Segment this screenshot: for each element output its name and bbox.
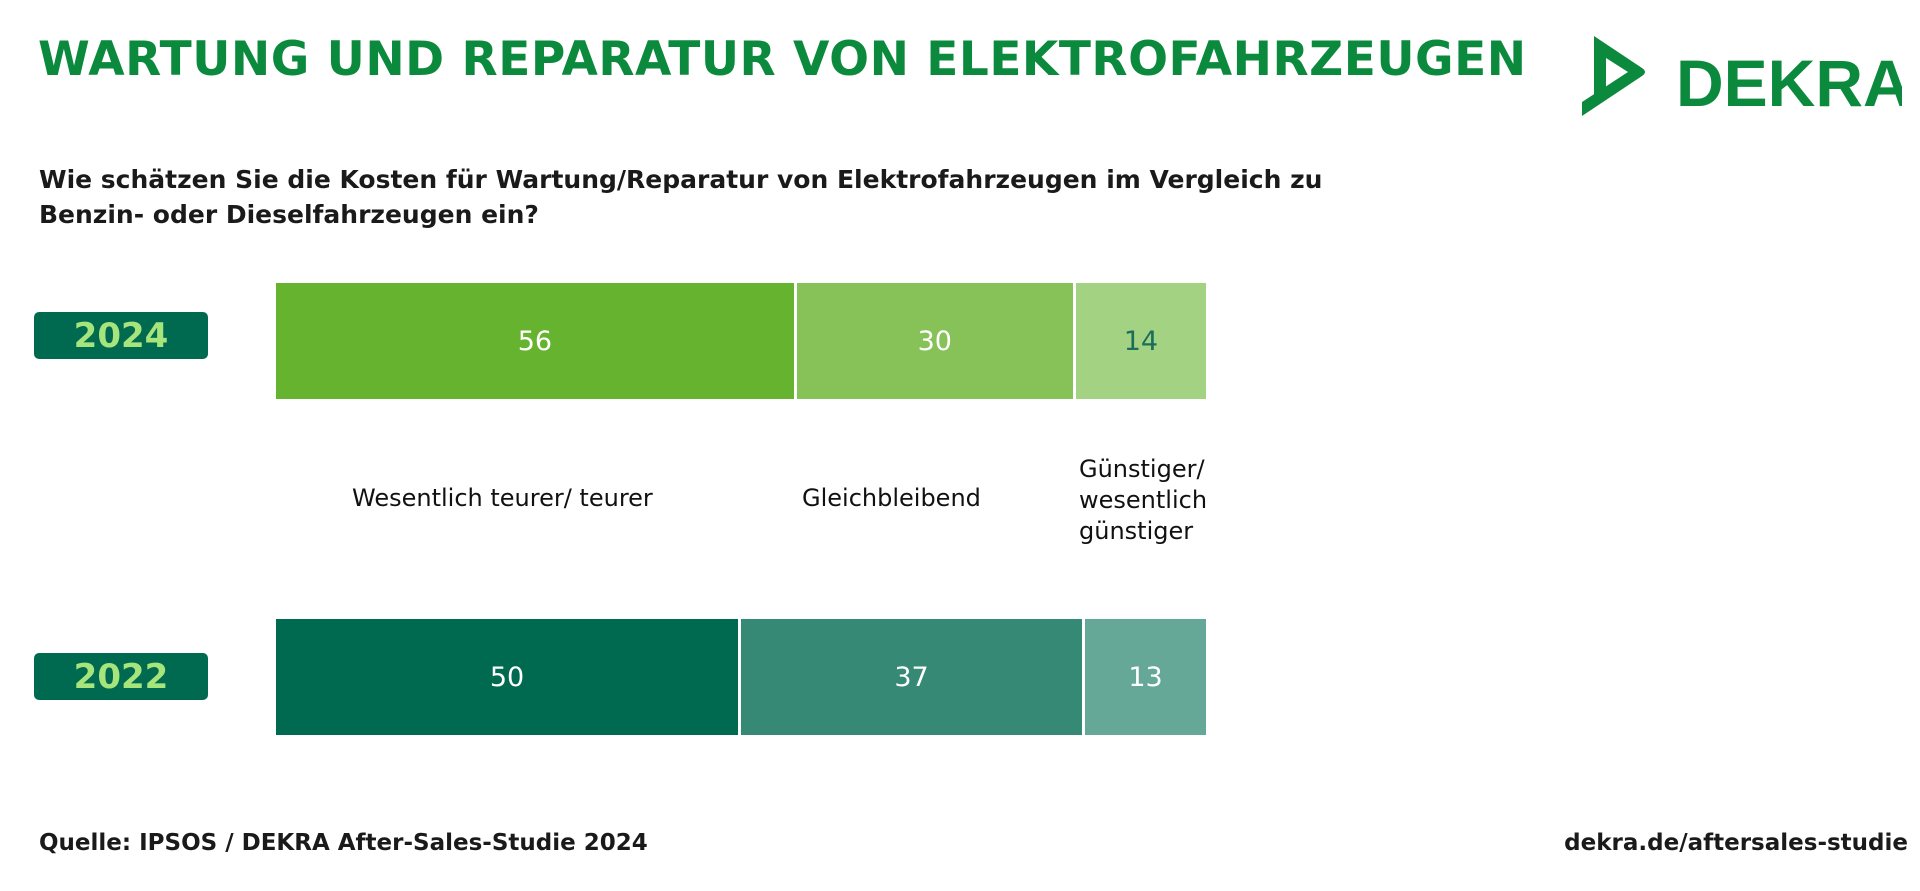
data-label: 37 — [894, 661, 929, 693]
category-label-line: wesentlich — [1079, 486, 1208, 514]
category-label-line: günstiger — [1079, 517, 1194, 545]
bar-segment-2022-0: 50 — [276, 619, 741, 735]
bar-2024: 56 30 14 — [276, 283, 1206, 399]
page-title: WARTUNG UND REPARATUR VON ELEKTROFAHRZEU… — [38, 32, 1527, 87]
data-label: 13 — [1128, 661, 1163, 693]
data-label: 56 — [517, 325, 553, 357]
bar-segment-2022-2: 13 — [1085, 619, 1206, 735]
dekra-logo: DEKRA — [1582, 36, 1902, 120]
category-label-line: Günstiger/ — [1079, 455, 1205, 483]
bar-segment-2024-2: 14 — [1075, 283, 1206, 399]
bar-segment-2022-1: 37 — [741, 619, 1086, 735]
source-note: Quelle: IPSOS / DEKRA After-Sales-Studie… — [39, 830, 648, 856]
svg-text:DEKRA: DEKRA — [1676, 46, 1902, 120]
category-label-teurer: Wesentlich teurer/ teurer — [352, 484, 653, 512]
category-label-guenstiger: Günstiger/ wesentlich günstiger — [1079, 454, 1207, 547]
year-badge-2022: 2022 — [34, 653, 208, 700]
data-label: 14 — [1123, 325, 1159, 357]
category-label-gleichbleibend: Gleichbleibend — [802, 484, 981, 512]
chart-question: Wie schätzen Sie die Kosten für Wartung/… — [39, 165, 1323, 229]
bar-segment-2024-0: 56 — [276, 283, 797, 399]
bar-segment-2024-1: 30 — [796, 283, 1076, 399]
year-badge-2024: 2024 — [34, 312, 208, 359]
data-label: 50 — [489, 661, 525, 693]
study-link[interactable]: dekra.de/aftersales-studie — [1564, 830, 1908, 856]
data-label: 30 — [917, 325, 952, 357]
bar-2022: 50 37 13 — [276, 619, 1206, 735]
